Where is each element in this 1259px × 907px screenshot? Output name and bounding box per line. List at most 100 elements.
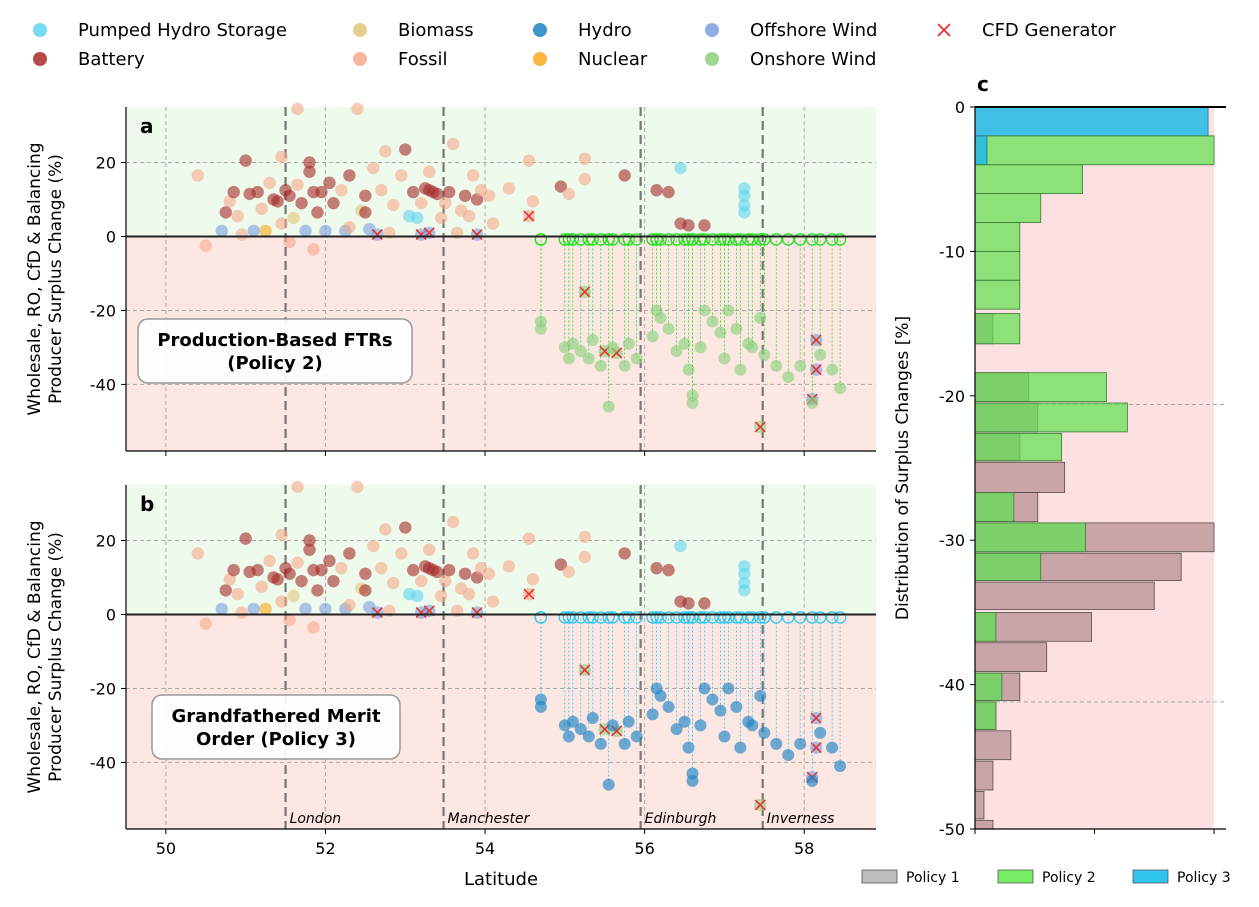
- cfd-marker: [371, 607, 383, 619]
- hollow-point: [746, 611, 759, 624]
- hist-legend-swatch: [997, 869, 1034, 884]
- data-point: [758, 348, 771, 361]
- data-point: [283, 567, 296, 580]
- y-axis-label-line: Producer Surplus Change (%): [46, 154, 66, 404]
- data-point: [566, 337, 579, 350]
- hollow-point: [722, 611, 735, 624]
- hollow-point: [574, 611, 588, 624]
- data-point: [259, 602, 272, 616]
- bar-policy2: [974, 164, 1083, 195]
- hist-legend-label: Policy 2: [1042, 870, 1096, 886]
- data-point: [566, 715, 579, 728]
- y-tick-label: -40: [90, 753, 116, 772]
- data-point: [291, 102, 304, 116]
- data-point: [287, 589, 300, 603]
- data-point: [662, 700, 675, 713]
- legend-label: Pumped Hydro Storage: [78, 20, 287, 41]
- hollow-point: [758, 233, 771, 246]
- data-point: [714, 326, 727, 339]
- data-point: [283, 235, 296, 249]
- data-point: [754, 311, 767, 324]
- data-point: [359, 567, 372, 580]
- data-point: [670, 345, 683, 358]
- data-point: [251, 563, 264, 577]
- data-point: [283, 189, 296, 202]
- legend-label: Fossil: [398, 49, 447, 70]
- policy-box: [151, 694, 401, 760]
- hollow-point: [646, 233, 659, 246]
- data-point: [738, 206, 751, 219]
- x-tick-label: 54: [475, 839, 495, 858]
- data-point: [606, 341, 619, 354]
- hist-y-tick-label: -40: [939, 676, 965, 695]
- hollow-point: [833, 611, 847, 624]
- data-point: [275, 528, 288, 542]
- data-point: [630, 352, 643, 365]
- data-point: [327, 574, 340, 588]
- data-point: [251, 185, 264, 199]
- hollow-point: [566, 233, 580, 246]
- hollow-point: [686, 611, 699, 624]
- hollow-point: [718, 233, 731, 246]
- hollow-point: [805, 611, 819, 624]
- positive-region: [126, 107, 876, 237]
- hollow-point: [618, 611, 631, 624]
- data-point: [323, 176, 336, 190]
- data-point: [367, 539, 380, 553]
- hollow-point: [825, 611, 839, 624]
- data-point: [650, 562, 663, 575]
- panel-a: 20 0 -20 -40 a Production-Based FTRs(Policy 2…: [25, 102, 876, 456]
- data-point: [662, 185, 675, 199]
- data-point: [738, 189, 751, 202]
- data-point: [462, 587, 476, 601]
- hollow-point: [586, 611, 600, 624]
- data-point: [578, 550, 591, 564]
- cfd-marker: [754, 799, 766, 811]
- top-legend: Pumped Hydro Storage Battery Biomass Fossil…: [33, 20, 1117, 70]
- hollow-point: [682, 233, 695, 246]
- data-point: [434, 211, 448, 225]
- data-point: [231, 587, 244, 601]
- data-point: [534, 322, 547, 335]
- hollow-point: [770, 611, 783, 624]
- hollow-point: [670, 611, 683, 624]
- data-point: [351, 102, 364, 116]
- data-point: [794, 359, 807, 372]
- hollow-point: [678, 611, 691, 624]
- data-point: [698, 597, 711, 610]
- data-point: [706, 693, 719, 706]
- cfd-marker: [579, 286, 591, 298]
- legend-marker-cfd: [937, 23, 951, 37]
- data-point: [678, 337, 691, 350]
- data-point: [231, 209, 244, 223]
- cfd-marker: [523, 588, 535, 600]
- panel-letter: c: [977, 72, 989, 96]
- data-point: [303, 156, 316, 169]
- data-point: [486, 217, 500, 230]
- data-point: [606, 719, 619, 732]
- hollow-point: [813, 611, 827, 624]
- data-point: [522, 532, 536, 545]
- data-point: [470, 571, 484, 584]
- data-point: [554, 558, 568, 571]
- hist-legend-swatch: [861, 869, 898, 884]
- data-point: [227, 185, 240, 199]
- bar-policy2: [974, 193, 1042, 223]
- data-point: [434, 589, 448, 603]
- data-point: [682, 741, 695, 754]
- hollow-point: [793, 233, 807, 246]
- data-point: [682, 219, 695, 232]
- hollow-point: [694, 233, 707, 246]
- data-point: [574, 723, 587, 736]
- hollow-point: [594, 611, 607, 624]
- hist-legend-label: Policy 3: [1177, 870, 1231, 886]
- data-point: [834, 760, 847, 773]
- data-point: [622, 337, 635, 350]
- data-point: [522, 154, 536, 167]
- data-point: [379, 145, 392, 158]
- data-point: [307, 243, 320, 256]
- hist-legend-label: Policy 1: [906, 870, 960, 886]
- bar-policy3: [974, 135, 988, 166]
- data-point: [387, 198, 400, 212]
- data-point: [303, 534, 316, 547]
